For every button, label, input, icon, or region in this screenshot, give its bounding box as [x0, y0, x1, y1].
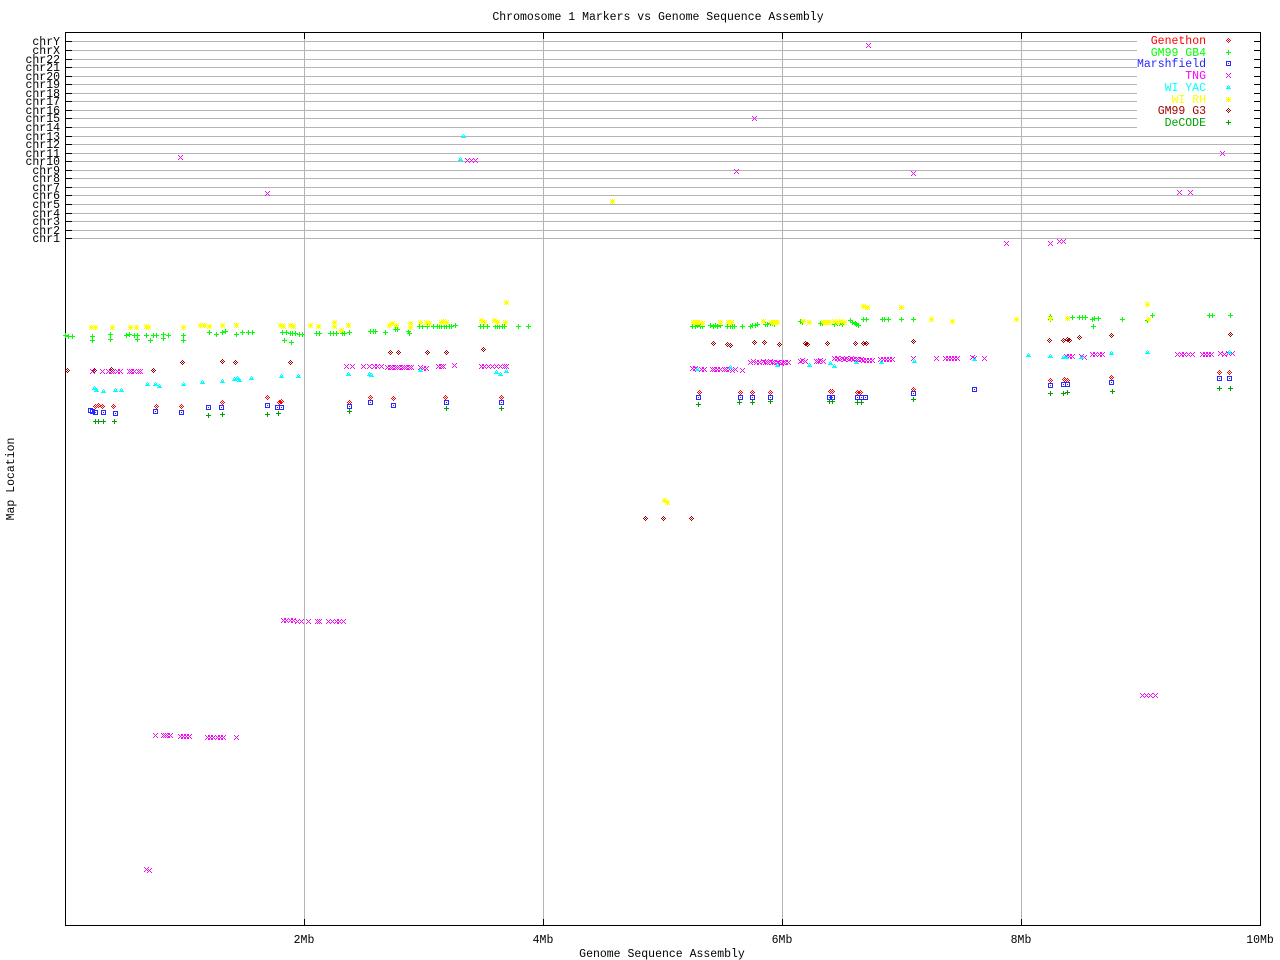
svg-text:Genethon: Genethon — [1151, 35, 1206, 48]
svg-text:chr4: chr4 — [32, 208, 60, 221]
svg-text:chr1: chr1 — [32, 233, 60, 246]
svg-text:chr10: chr10 — [25, 156, 60, 169]
svg-text:WI RH: WI RH — [1171, 94, 1206, 107]
svg-text:chr6: chr6 — [32, 190, 60, 203]
svg-text:WI YAC: WI YAC — [1165, 82, 1207, 95]
svg-text:Marshfield: Marshfield — [1137, 58, 1206, 71]
svg-text:Chromosome 1 Markers vs Genome: Chromosome 1 Markers vs Genome Sequence … — [492, 11, 823, 24]
svg-text:chr2: chr2 — [32, 225, 60, 238]
svg-text:2Mb: 2Mb — [294, 934, 315, 947]
svg-text:8Mb: 8Mb — [1011, 934, 1032, 947]
svg-text:chr14: chr14 — [25, 122, 60, 135]
svg-text:4Mb: 4Mb — [533, 934, 554, 947]
svg-text:chr12: chr12 — [25, 139, 60, 152]
svg-text:chr16: chr16 — [25, 105, 60, 118]
svg-text:chr7: chr7 — [32, 182, 60, 195]
svg-text:chr13: chr13 — [25, 131, 60, 144]
svg-text:chr11: chr11 — [25, 148, 60, 161]
svg-text:Genome Sequence Assembly: Genome Sequence Assembly — [579, 948, 745, 960]
svg-text:6Mb: 6Mb — [772, 934, 793, 947]
svg-text:chr22: chr22 — [25, 54, 60, 67]
svg-text:chr8: chr8 — [32, 173, 60, 186]
svg-text:chr15: chr15 — [25, 113, 60, 126]
svg-text:chr21: chr21 — [25, 62, 60, 75]
svg-text:DeCODE: DeCODE — [1165, 117, 1207, 130]
svg-text:chr17: chr17 — [25, 96, 60, 109]
svg-text:chr18: chr18 — [25, 88, 60, 101]
svg-text:GM99 GB4: GM99 GB4 — [1151, 47, 1206, 60]
svg-text:chrX: chrX — [32, 45, 60, 58]
svg-text:chrY: chrY — [32, 36, 60, 49]
svg-text:chr20: chr20 — [25, 71, 60, 84]
svg-text:10Mb: 10Mb — [1246, 934, 1274, 947]
svg-text:TNG: TNG — [1185, 70, 1206, 83]
svg-text:chr9: chr9 — [32, 165, 60, 178]
svg-text:Map Location: Map Location — [5, 438, 18, 521]
svg-text:chr19: chr19 — [25, 79, 60, 92]
svg-text:GM99 G3: GM99 G3 — [1158, 105, 1206, 118]
svg-text:chr3: chr3 — [32, 216, 60, 229]
svg-text:chr5: chr5 — [32, 199, 60, 212]
